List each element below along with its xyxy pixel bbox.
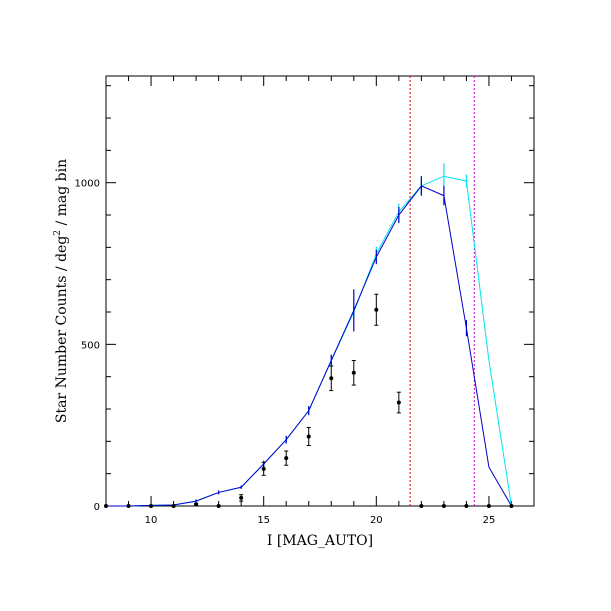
y-axis-label: Star Number Counts / deg2 / mag bin — [53, 159, 70, 423]
data-point — [194, 502, 199, 507]
series-blue-line — [106, 176, 512, 507]
data-point — [126, 504, 131, 508]
data-point — [171, 504, 176, 508]
series-layer — [104, 163, 514, 508]
x-axis-label: I [MAG_AUTO] — [267, 533, 373, 549]
data-point — [306, 434, 311, 439]
data-point — [441, 504, 446, 508]
data-point — [486, 504, 491, 508]
y-tick-label: 1000 — [75, 179, 100, 190]
data-point — [509, 504, 514, 508]
data-point — [396, 400, 401, 405]
data-point — [239, 495, 244, 500]
data-point — [351, 370, 356, 375]
plot-frame — [105, 75, 535, 507]
data-point — [284, 456, 289, 461]
series-line — [106, 175, 512, 507]
data-point — [419, 504, 424, 508]
series-line — [106, 185, 512, 507]
x-tick-label: 10 — [145, 515, 158, 526]
data-point — [374, 307, 379, 312]
data-point — [149, 504, 154, 508]
reference-lines — [409, 76, 475, 506]
y-axis-label-superscript: 2 — [53, 230, 63, 236]
data-point — [329, 376, 334, 381]
series-points — [104, 293, 514, 508]
series-cyan-line — [106, 163, 512, 507]
data-point — [261, 466, 266, 471]
x-tick-label: 20 — [370, 515, 383, 526]
data-point — [104, 504, 108, 508]
y-axis-label-tail: / mag bin — [54, 159, 70, 230]
axis-ticks: 10 15 20 25 0 500 1000 — [75, 76, 534, 526]
data-point — [464, 504, 469, 508]
x-tick-label: 15 — [257, 515, 270, 526]
y-tick-label: 0 — [94, 502, 100, 513]
y-axis-label-main: Star Number Counts / deg — [54, 236, 70, 423]
y-tick-label: 500 — [81, 340, 100, 351]
x-tick-label: 25 — [483, 515, 496, 526]
data-point — [216, 504, 221, 508]
